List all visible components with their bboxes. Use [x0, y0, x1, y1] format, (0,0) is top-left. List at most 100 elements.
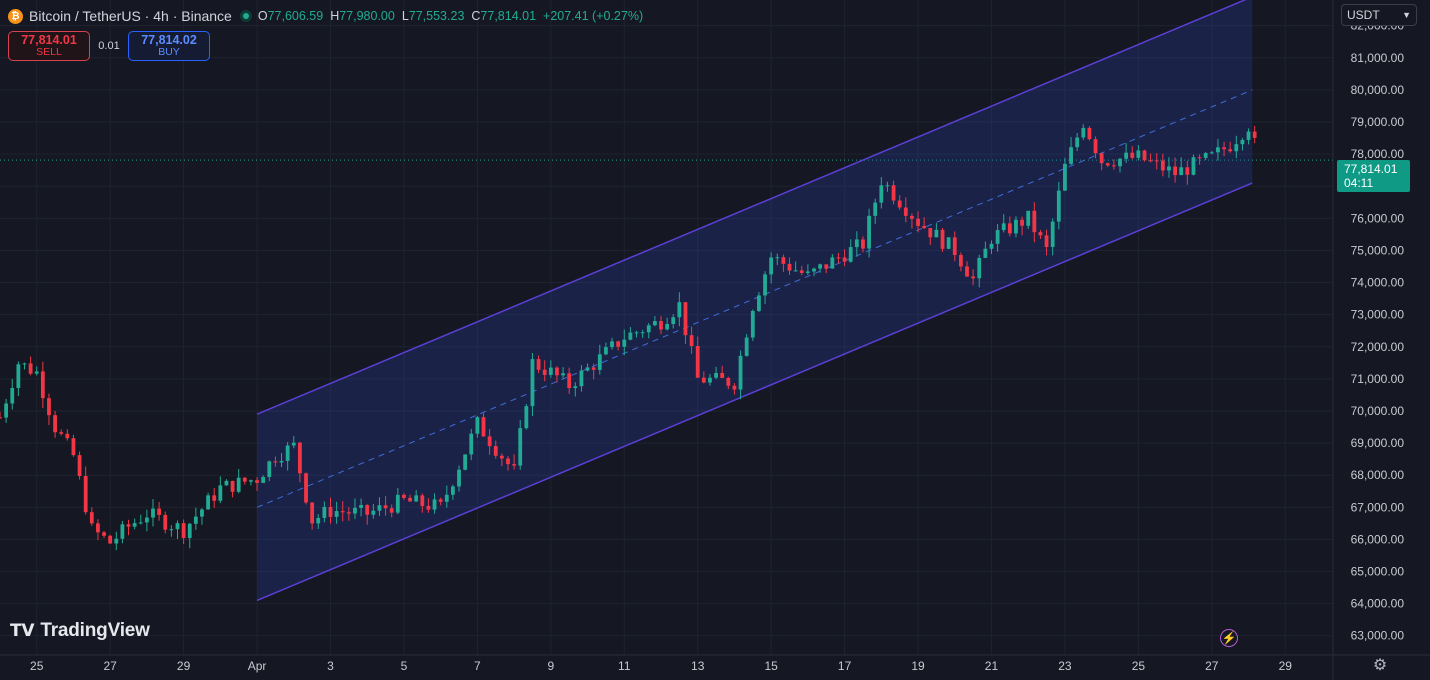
candle-body [475, 417, 480, 434]
candle-body [1130, 152, 1135, 158]
x-tick-label: 9 [547, 659, 554, 673]
y-tick-label: 72,000.00 [1351, 340, 1405, 354]
candle-body [371, 510, 376, 515]
candle-body [1185, 167, 1190, 175]
candle-body [555, 367, 559, 376]
sell-price: 77,814.01 [21, 33, 77, 47]
close-value: 77,814.01 [480, 9, 537, 23]
candle-body [940, 229, 945, 249]
currency-value: USDT [1347, 8, 1380, 22]
candle-body [279, 460, 284, 463]
candle-body [255, 480, 259, 483]
candle-body [879, 185, 884, 203]
candle-body [1063, 163, 1067, 191]
candle-body [285, 445, 290, 461]
bitcoin-icon: ₿ [8, 8, 23, 24]
candle-body [408, 497, 412, 502]
x-tick-label: 13 [691, 659, 705, 673]
candle-body [677, 302, 682, 318]
candle-body [389, 508, 394, 513]
candle-body [628, 332, 633, 340]
buy-button[interactable]: 77,814.02 BUY [128, 31, 210, 61]
symbol-title[interactable]: Bitcoin / TetherUS · 4h · Binance [29, 8, 232, 24]
candle-body [836, 257, 841, 259]
candle-body [1093, 139, 1098, 154]
candle-body [738, 355, 743, 390]
candle-body [1111, 165, 1116, 167]
candle-body [138, 522, 143, 524]
candle-body [1142, 150, 1147, 161]
candle-body [291, 442, 296, 446]
x-tick-label: 15 [764, 659, 778, 673]
candle-body [316, 517, 321, 524]
candle-body [952, 237, 957, 256]
candle-body [304, 473, 308, 503]
candle-body [848, 247, 853, 262]
candle-body [157, 508, 162, 515]
candle-body [910, 215, 914, 219]
x-tick-label: 17 [838, 659, 852, 673]
candle-body [1032, 210, 1037, 233]
candle-body [28, 363, 33, 374]
gear-icon[interactable]: ⚙ [1372, 657, 1388, 674]
candle-body [10, 388, 15, 404]
candle-body [414, 495, 419, 502]
candle-body [224, 480, 229, 486]
candle-body [805, 271, 810, 273]
candle-body [34, 371, 39, 374]
candle-body [59, 432, 64, 434]
candle-body [334, 511, 339, 517]
candle-body [22, 363, 27, 365]
candle-body [432, 499, 437, 510]
candle-body [1173, 166, 1177, 176]
x-tick-label: 19 [911, 659, 925, 673]
trade-panel: 77,814.01 SELL 0.01 77,814.02 BUY [8, 31, 210, 61]
candle-body [604, 347, 608, 355]
x-tick-label: 25 [1132, 659, 1146, 673]
candle-body [1203, 153, 1208, 158]
lightning-icon[interactable]: ⚡ [1220, 629, 1238, 647]
candle-body [714, 372, 718, 378]
y-tick-label: 70,000.00 [1351, 404, 1405, 418]
candle-body [346, 512, 351, 514]
candle-body [977, 257, 982, 279]
tradingview-wordmark: TradingView [40, 620, 150, 641]
candle-body [1252, 131, 1257, 138]
candle-body [1197, 157, 1202, 159]
low-value: 77,553.23 [408, 9, 465, 23]
candle-body [591, 367, 596, 370]
candle-body [1234, 144, 1239, 152]
candle-body [0, 417, 2, 419]
candle-body [506, 458, 510, 465]
y-tick-label: 68,000.00 [1351, 468, 1405, 482]
candle-body [561, 373, 565, 376]
candle-body [922, 225, 927, 229]
chart-grid [0, 0, 1333, 655]
sell-button[interactable]: 77,814.01 SELL [8, 31, 90, 61]
candle-body [885, 185, 890, 187]
x-tick-label: 27 [103, 659, 117, 673]
currency-select[interactable]: USDT ▼ [1341, 4, 1417, 26]
candle-body [1209, 152, 1214, 154]
candle-body [524, 406, 529, 429]
candle-body [1001, 223, 1006, 231]
candle-body [958, 255, 963, 267]
candle-body [640, 332, 645, 334]
candle-body [181, 523, 186, 539]
candle-body [457, 469, 461, 487]
parallel-channel[interactable] [256, 0, 1253, 602]
candle-body [965, 266, 969, 277]
tradingview-logo[interactable]: TV TradingView [10, 620, 150, 642]
candle-body [830, 257, 835, 269]
candle-body [695, 345, 700, 378]
candle-body [1136, 150, 1141, 158]
candle-body [297, 442, 302, 474]
candle-body [212, 495, 217, 501]
x-tick-label: 3 [327, 659, 334, 673]
candle-body [1020, 219, 1024, 226]
candle-body [1026, 210, 1031, 226]
tradingview-logo-icon: TV [10, 621, 35, 641]
x-tick-label: 21 [985, 659, 999, 673]
candle-body [518, 428, 523, 466]
